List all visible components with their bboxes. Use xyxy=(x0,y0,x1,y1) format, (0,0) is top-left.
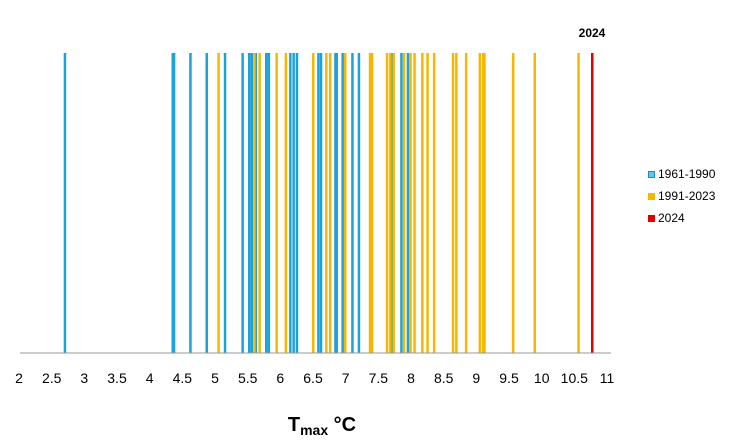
legend-swatch-1991-2023 xyxy=(648,192,655,200)
bar-1961-1990-14 xyxy=(295,53,299,353)
x-axis-title-unit: °C xyxy=(328,414,356,436)
legend-label-1961-1990: 1961-1990 xyxy=(658,167,716,181)
bar-1991-2023-9 xyxy=(368,53,372,353)
bar-1961-1990-6 xyxy=(241,53,244,353)
bar-1961-1990-8 xyxy=(250,53,254,353)
bar-1961-1990-21 xyxy=(357,53,361,353)
bar-1961-1990-20 xyxy=(351,53,354,353)
bar-1961-1990-4 xyxy=(205,53,208,353)
bar-1991-2023-12 xyxy=(389,53,392,353)
legend: 1961-1990 1991-2023 2024 xyxy=(648,163,715,229)
legend-item-1991-2023: 1991-2023 xyxy=(648,185,715,207)
x-tick-label: 6 xyxy=(276,370,284,386)
bar-1991-2023-16 xyxy=(413,53,416,353)
bar-1991-2023-8 xyxy=(344,53,347,353)
x-tick-label: 6.5 xyxy=(303,370,323,386)
bar-1991-2023-20 xyxy=(451,53,455,353)
x-tick-label: 10 xyxy=(534,370,550,386)
x-tick-label: 10.5 xyxy=(561,370,588,386)
bar-1991-2023-0 xyxy=(217,53,220,353)
bar-1991-2023-1 xyxy=(253,53,256,353)
tick-label-layer: 2 2.5 3 3.5 4 4.5 5 5.5 6 6.5 7 7.5 8 8.5 9 9.5 10 10.5 11 xyxy=(15,370,614,386)
legend-swatch-2024 xyxy=(648,214,655,222)
x-tick-label: 4.5 xyxy=(173,370,193,386)
bar-1961-1990-11 xyxy=(267,53,271,353)
x-tick-label: 2 xyxy=(15,370,23,386)
legend-label-1991-2023: 1991-2023 xyxy=(658,189,716,203)
bar-1991-2023-5 xyxy=(312,53,315,353)
bar-1991-2023-25 xyxy=(483,53,486,353)
bar-1961-1990-17 xyxy=(334,53,337,353)
bar-1991-2023-10 xyxy=(370,53,374,353)
bar-1991-2023-22 xyxy=(464,53,468,353)
x-tick-label: 3.5 xyxy=(107,370,127,386)
bar-1991-2023-26 xyxy=(511,53,515,353)
bar-1961-1990-15 xyxy=(317,53,320,353)
bar-1991-2023-11 xyxy=(385,53,389,353)
x-axis-title: Tmax °C xyxy=(288,414,356,438)
x-tick-label: 9 xyxy=(472,370,480,386)
legend-item-1961-1990: 1961-1990 xyxy=(648,163,715,185)
bar-1961-1990-9 xyxy=(254,53,257,353)
bar-1961-1990-7 xyxy=(248,53,251,353)
bar-1991-2023-6 xyxy=(325,53,328,353)
bar-1991-2023-21 xyxy=(455,53,458,353)
bar-1961-1990-12 xyxy=(289,53,292,353)
bar-1961-1990-2 xyxy=(172,53,176,353)
bar-1991-2023-4 xyxy=(284,53,288,353)
bar-2024-0 xyxy=(591,53,594,353)
bar-1961-1990-13 xyxy=(292,53,295,353)
bar-1961-1990-1 xyxy=(171,53,174,353)
legend-swatch-1961-1990 xyxy=(648,170,655,178)
bar-1961-1990-10 xyxy=(265,53,268,353)
bar-1991-2023-27 xyxy=(533,53,536,353)
x-axis-title-main: T xyxy=(288,414,300,436)
bar-1991-2023-24 xyxy=(481,53,485,353)
bar-1961-1990-23 xyxy=(400,53,403,353)
bar-1991-2023-3 xyxy=(275,53,278,353)
x-tick-label: 8 xyxy=(407,370,415,386)
x-tick-label: 11 xyxy=(600,370,615,386)
bar-1961-1990-0 xyxy=(63,53,67,353)
x-tick-label: 3 xyxy=(80,370,88,386)
x-tick-label: 5 xyxy=(211,370,219,386)
bar-1961-1990-3 xyxy=(189,53,192,353)
bar-1991-2023-23 xyxy=(478,53,482,353)
annotation-2024: 2024 xyxy=(579,26,606,40)
bar-1991-2023-2 xyxy=(258,53,261,353)
x-tick-label: 4 xyxy=(146,370,154,386)
bar-1961-1990-22 xyxy=(390,53,393,353)
bar-1991-2023-13 xyxy=(392,53,395,353)
x-tick-label: 8.5 xyxy=(434,370,454,386)
bar-layer xyxy=(63,53,594,353)
bar-1991-2023-15 xyxy=(409,53,412,353)
x-axis-title-sub: max xyxy=(300,422,328,438)
bar-1991-2023-28 xyxy=(577,53,580,353)
bar-1961-1990-5 xyxy=(223,53,227,353)
bar-1961-1990-24 xyxy=(406,53,410,353)
bar-1991-2023-17 xyxy=(421,53,424,353)
bar-1991-2023-7 xyxy=(329,53,332,353)
bar-1961-1990-16 xyxy=(319,53,323,353)
bar-1991-2023-18 xyxy=(426,53,429,353)
bar-1991-2023-19 xyxy=(432,53,436,353)
x-tick-label: 9.5 xyxy=(499,370,519,386)
bar-1961-1990-19 xyxy=(341,53,344,353)
bar-1961-1990-18 xyxy=(335,53,338,353)
legend-item-2024: 2024 xyxy=(648,207,715,229)
x-tick-label: 7.5 xyxy=(369,370,389,386)
x-tick-label: 2.5 xyxy=(42,370,62,386)
x-tick-label: 7 xyxy=(342,370,350,386)
x-tick-label: 5.5 xyxy=(238,370,258,386)
bar-1991-2023-14 xyxy=(402,53,406,353)
legend-label-2024: 2024 xyxy=(658,211,685,225)
